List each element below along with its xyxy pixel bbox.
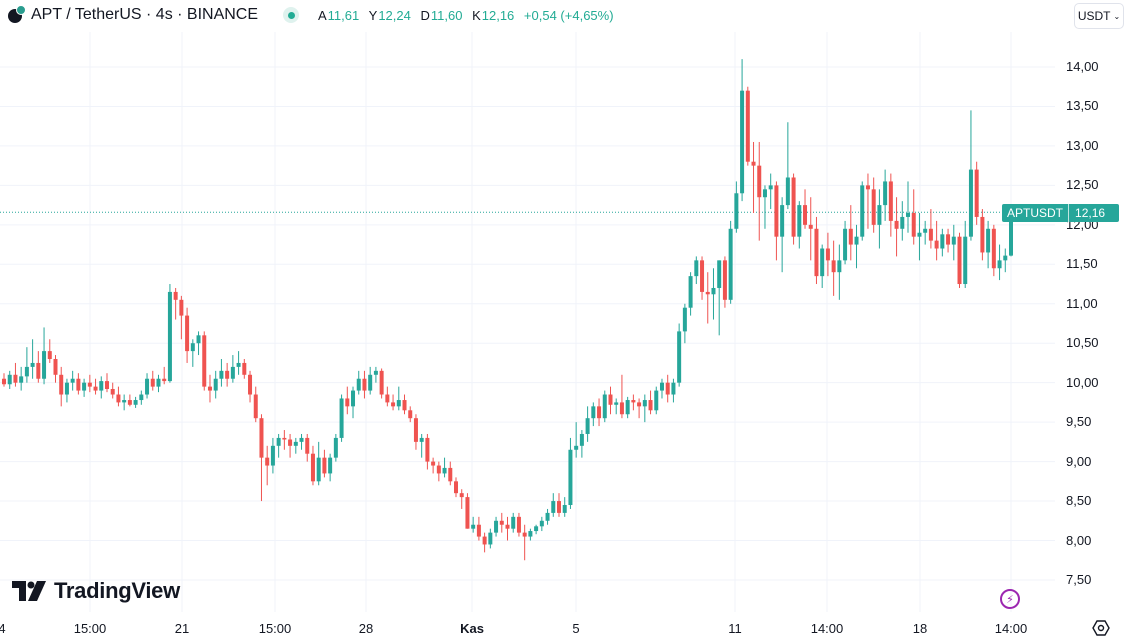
time-axis-label: 11 [728, 621, 742, 636]
time-axis-label: 18 [912, 621, 928, 636]
exchange-badge-icon [16, 5, 26, 15]
price-axis-label: 8,00 [1066, 532, 1092, 548]
time-axis-label: 5 [572, 621, 580, 636]
open-key: A [318, 8, 327, 23]
chart-grid [0, 32, 1055, 612]
market-status-icon[interactable] [283, 7, 299, 23]
currency-selector[interactable]: USDT ⌄ [1074, 3, 1124, 29]
high-key: Y [368, 8, 378, 23]
open-value: 11,61 [327, 8, 360, 23]
settings-gear-icon[interactable] [1092, 619, 1110, 637]
time-axis-label: 15:00 [258, 621, 292, 636]
chevron-down-icon: ⌄ [1113, 11, 1121, 21]
close-value: 12,16 [481, 8, 515, 23]
symbol-title[interactable]: APT / TetherUS · 4s · BINANCE [31, 6, 259, 23]
tradingview-logo-icon [12, 581, 46, 601]
price-tag-value: 12,16 [1069, 204, 1120, 222]
price-tag-symbol: APTUSDT [1002, 204, 1070, 222]
time-axis-label: 14:00 [994, 621, 1028, 636]
status-dot [288, 12, 295, 19]
price-axis-label: 11,50 [1066, 256, 1098, 272]
price-axis-label: 11,00 [1066, 295, 1098, 311]
tradingview-logo-text: TradingView [54, 578, 180, 603]
lightning-icon[interactable]: ⚡ [1000, 589, 1020, 609]
price-axis-label: 12,50 [1066, 177, 1099, 193]
change-value: +0,54 (+4,65%) [523, 8, 614, 23]
time-axis-label: 21 [174, 621, 190, 636]
close-key: K [472, 8, 481, 23]
low-value: 11,60 [430, 8, 463, 23]
price-axis-label: 7,50 [1066, 571, 1092, 587]
tradingview-logo[interactable]: TradingView [12, 578, 180, 604]
time-axis-label: Kas [460, 621, 484, 636]
time-axis-label: 14:00 [810, 621, 844, 636]
price-axis-label: 9,00 [1066, 453, 1092, 469]
time-axis-label: 28 [358, 621, 374, 636]
last-price-tag: APTUSDT 12,16 [1002, 204, 1120, 222]
chart-header: APT / TetherUS · 4s · BINANCE A11,61 Y12… [0, 0, 1060, 32]
price-axis-label: 10,50 [1066, 335, 1099, 351]
price-axis-label: 9,50 [1066, 414, 1092, 430]
currency-label: USDT [1077, 9, 1111, 23]
price-axis-label: 14,00 [1066, 59, 1099, 74]
high-value: 12,24 [378, 8, 411, 23]
price-axis-label: 13,00 [1066, 137, 1099, 153]
time-axis-label: 15:00 [73, 621, 107, 636]
ohlc-values: A11,61 Y12,24 D11,60 K12,16 +0,54 (+4,65… [318, 8, 620, 23]
price-axis-label: 8,50 [1066, 493, 1092, 509]
price-axis-label: 10,00 [1066, 374, 1099, 390]
low-key: D [420, 8, 430, 23]
candles [1, 59, 1014, 561]
time-axis-label: 4 [0, 621, 6, 636]
price-axis-label: 13,50 [1066, 98, 1099, 114]
